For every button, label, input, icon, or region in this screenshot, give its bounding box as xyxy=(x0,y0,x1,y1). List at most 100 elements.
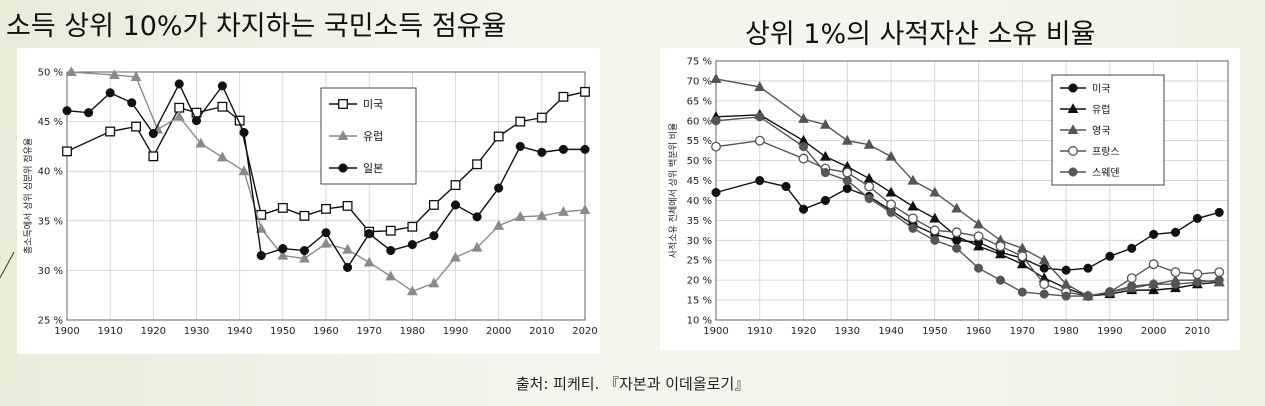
data-point xyxy=(1083,291,1093,301)
data-point xyxy=(995,275,1005,285)
y-tick-label: 55 % xyxy=(687,136,712,147)
data-point xyxy=(1016,258,1028,269)
legend-label: 영국 xyxy=(1092,125,1110,137)
data-point xyxy=(1192,277,1202,287)
x-tick-label: 1900 xyxy=(54,326,79,337)
x-tick-label: 2010 xyxy=(529,326,554,337)
data-point xyxy=(580,86,590,97)
y-tick-label: 20 % xyxy=(687,276,712,287)
data-point xyxy=(216,151,228,162)
data-point xyxy=(580,144,590,154)
x-tick-label: 1970 xyxy=(1010,326,1035,337)
data-point xyxy=(711,141,721,152)
data-point xyxy=(1214,207,1224,217)
data-point xyxy=(1038,254,1050,265)
data-point xyxy=(842,183,852,194)
data-point xyxy=(781,181,791,192)
x-tick-label: 1930 xyxy=(835,326,860,337)
data-point xyxy=(819,118,831,129)
x-tick-label: 2000 xyxy=(486,326,511,337)
data-point xyxy=(493,131,504,142)
data-point xyxy=(863,138,875,149)
data-point xyxy=(84,108,94,118)
data-point xyxy=(1214,275,1224,285)
data-point xyxy=(952,243,962,253)
data-point xyxy=(191,116,202,126)
data-point xyxy=(364,229,374,239)
data-point xyxy=(385,270,397,281)
data-point xyxy=(885,150,897,161)
data-point xyxy=(1148,259,1159,270)
y-tick-label: 40 % xyxy=(687,196,712,207)
series-line xyxy=(715,139,1220,297)
y-tick-label: 25 % xyxy=(38,316,63,327)
y-axis-label: 총소득에서 상위 십분위 점유율 xyxy=(22,138,34,254)
data-point xyxy=(537,147,547,157)
data-point xyxy=(1039,263,1049,273)
income-share-chart: 1900 1910 1920 1930 1940 1950 1960 1970 1980 1990… xyxy=(22,66,598,337)
y-tick-label: 75 % xyxy=(687,57,712,68)
slide-decoration xyxy=(0,230,20,290)
income-share-chart-panel: 1900 1910 1920 1930 1940 1950 1960 1970 1980 1990… xyxy=(17,48,600,354)
data-point xyxy=(951,202,963,213)
data-point xyxy=(755,112,765,122)
data-point xyxy=(386,246,396,256)
y-axis-label: 사적소유 전체에서 상위 백분위 비율 xyxy=(667,123,679,259)
data-point xyxy=(820,195,830,206)
data-point xyxy=(277,202,288,213)
y-tick-label: 45 % xyxy=(38,117,63,128)
data-point xyxy=(105,88,115,98)
data-point xyxy=(342,243,353,254)
y-tick-label: 45 % xyxy=(687,176,712,187)
wealth-share-chart: 1900 1910 1920 1930 1940 1950 1960 1970 1980 1990… xyxy=(667,57,1229,337)
data-point xyxy=(174,102,185,113)
data-point xyxy=(493,219,505,230)
y-tick-label: 30 % xyxy=(687,236,712,247)
y-tick-label: 10 % xyxy=(687,316,712,327)
y-tick-label: 35 % xyxy=(38,216,63,227)
data-point xyxy=(864,181,875,192)
legend-marker xyxy=(1068,167,1078,177)
data-point xyxy=(579,204,591,214)
data-point xyxy=(711,187,721,198)
data-point xyxy=(256,250,266,261)
x-tick-label: 1900 xyxy=(703,326,728,337)
legend-label: 스웨덴 xyxy=(1092,167,1120,179)
data-point xyxy=(798,204,809,214)
data-point xyxy=(1061,265,1071,275)
x-tick-label: 1960 xyxy=(313,326,338,337)
legend-label: 일본 xyxy=(363,161,383,175)
data-point xyxy=(929,186,941,197)
x-tick-label: 1940 xyxy=(878,326,903,337)
data-point xyxy=(995,241,1006,252)
data-point xyxy=(173,110,185,121)
data-point xyxy=(515,116,526,127)
legend-label: 미국 xyxy=(363,98,383,111)
data-point xyxy=(908,223,918,233)
data-point xyxy=(885,186,897,197)
data-point xyxy=(1105,287,1115,297)
series-line xyxy=(715,78,1220,297)
data-point xyxy=(239,127,249,138)
y-tick-label: 30 % xyxy=(38,266,63,277)
data-point xyxy=(234,115,245,126)
data-point xyxy=(217,81,227,91)
data-point xyxy=(1170,227,1181,237)
y-tick-label: 65 % xyxy=(687,96,712,107)
data-point xyxy=(1170,279,1181,289)
data-point xyxy=(863,172,875,183)
x-tick-label: 1930 xyxy=(184,326,209,337)
y-tick-label: 50 % xyxy=(38,68,63,79)
data-point xyxy=(1127,281,1137,291)
data-point xyxy=(343,262,353,272)
data-point xyxy=(1149,229,1159,239)
data-point xyxy=(450,200,461,210)
plot-area-frame xyxy=(66,71,586,321)
data-point xyxy=(105,126,116,137)
data-point xyxy=(842,175,852,186)
data-point xyxy=(131,121,142,132)
data-point xyxy=(407,240,417,250)
data-point xyxy=(930,235,940,245)
data-point xyxy=(710,73,722,83)
data-point xyxy=(820,168,830,178)
